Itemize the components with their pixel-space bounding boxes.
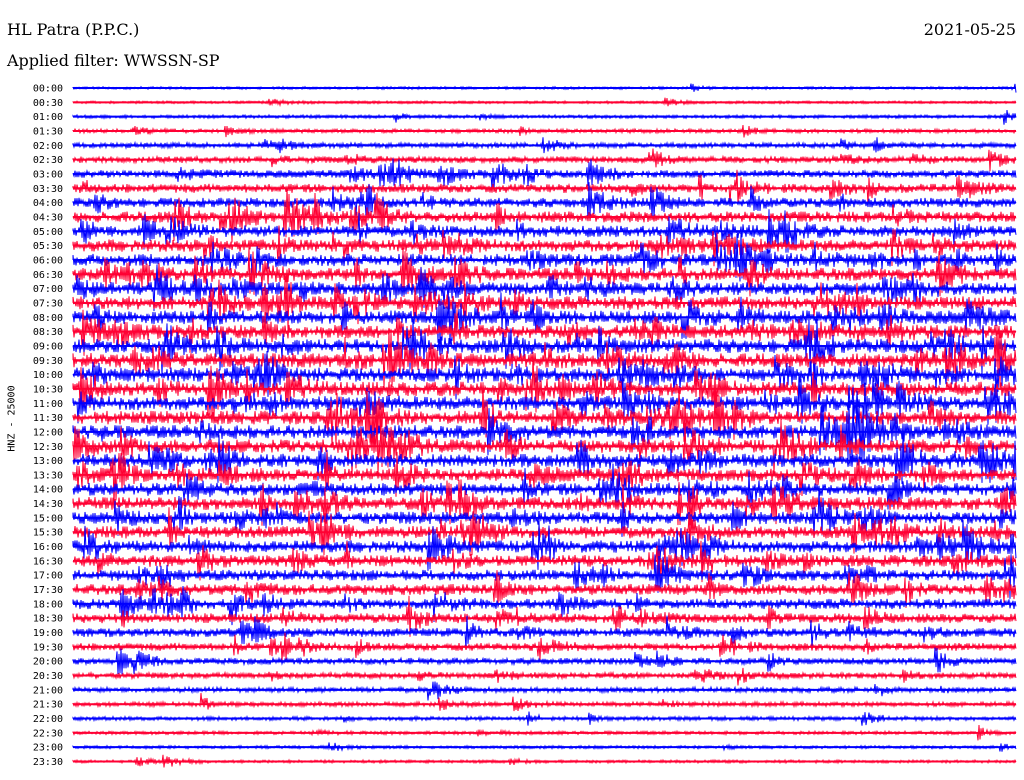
- row-time-label: 09:30: [33, 356, 63, 367]
- row-time-label: 06:00: [33, 255, 63, 266]
- row-time-label: 01:30: [33, 126, 63, 137]
- row-time-label: 06:30: [33, 270, 63, 281]
- row-time-label: 23:30: [33, 757, 63, 768]
- row-time-label: 05:00: [33, 227, 63, 238]
- seismic-trace: [72, 692, 1017, 712]
- seismic-trace: [72, 209, 1017, 254]
- row-time-label: 21:00: [33, 685, 63, 696]
- seismic-trace: [72, 232, 1017, 282]
- row-time-label: 12:00: [33, 427, 63, 438]
- seismic-trace: [72, 615, 1017, 650]
- row-time-label: 23:00: [33, 743, 63, 754]
- row-time-label: 01:00: [33, 112, 63, 123]
- row-time-label: 07:30: [33, 298, 63, 309]
- seismic-trace: [72, 292, 1017, 345]
- row-time-label: 09:00: [33, 341, 63, 352]
- row-time-label: 10:00: [33, 370, 63, 381]
- station-title: HL Patra (P.P.C.): [7, 20, 140, 39]
- row-time-label: 02:30: [33, 155, 63, 166]
- row-time-label: 19:30: [33, 642, 63, 653]
- row-time-label: 04:30: [33, 212, 63, 223]
- row-time-label: 11:30: [33, 413, 63, 424]
- row-time-label: 13:00: [33, 456, 63, 467]
- seismic-trace: [72, 309, 1017, 356]
- row-time-label: 03:30: [33, 184, 63, 195]
- row-time-label: 17:30: [33, 585, 63, 596]
- row-time-label: 04:00: [33, 198, 63, 209]
- row-time-label: 15:30: [33, 528, 63, 539]
- row-time-label: 20:30: [33, 671, 63, 682]
- row-time-label: 11:00: [33, 399, 63, 410]
- row-time-label: 05:30: [33, 241, 63, 252]
- date-label: 2021-05-25: [923, 20, 1016, 39]
- row-time-label: 10:30: [33, 384, 63, 395]
- row-time-label: 07:00: [33, 284, 63, 295]
- seismic-trace: [72, 667, 1017, 686]
- row-time-label: 18:30: [33, 614, 63, 625]
- row-time-label: 22:00: [33, 714, 63, 725]
- seismic-trace: [72, 451, 1017, 509]
- row-time-label: 12:30: [33, 442, 63, 453]
- row-time-label: 21:30: [33, 700, 63, 711]
- row-time-label: 19:00: [33, 628, 63, 639]
- row-time-label: 08:30: [33, 327, 63, 338]
- row-time-label: 14:30: [33, 499, 63, 510]
- row-time-label: 02:00: [33, 141, 63, 152]
- row-time-label: 00:00: [33, 84, 63, 95]
- row-time-label: 22:30: [33, 728, 63, 739]
- seismic-trace: [72, 351, 1017, 420]
- seismic-trace: [72, 681, 1017, 701]
- row-time-label: 18:00: [33, 599, 63, 610]
- row-time-label: 13:30: [33, 470, 63, 481]
- row-time-label: 20:00: [33, 657, 63, 668]
- row-time-label: 14:00: [33, 485, 63, 496]
- row-time-label: 16:30: [33, 556, 63, 567]
- row-time-label: 03:00: [33, 169, 63, 180]
- row-time-label: 17:00: [33, 571, 63, 582]
- row-time-label: 08:00: [33, 313, 63, 324]
- seismic-trace: [72, 169, 1017, 206]
- row-time-label: 15:00: [33, 513, 63, 524]
- seismic-trace: [72, 413, 1017, 477]
- filter-label: Applied filter: WWSSN-SP: [7, 51, 220, 70]
- row-time-label: 16:00: [33, 542, 63, 553]
- row-time-label: 00:30: [33, 98, 63, 109]
- seismic-trace: [72, 570, 1017, 608]
